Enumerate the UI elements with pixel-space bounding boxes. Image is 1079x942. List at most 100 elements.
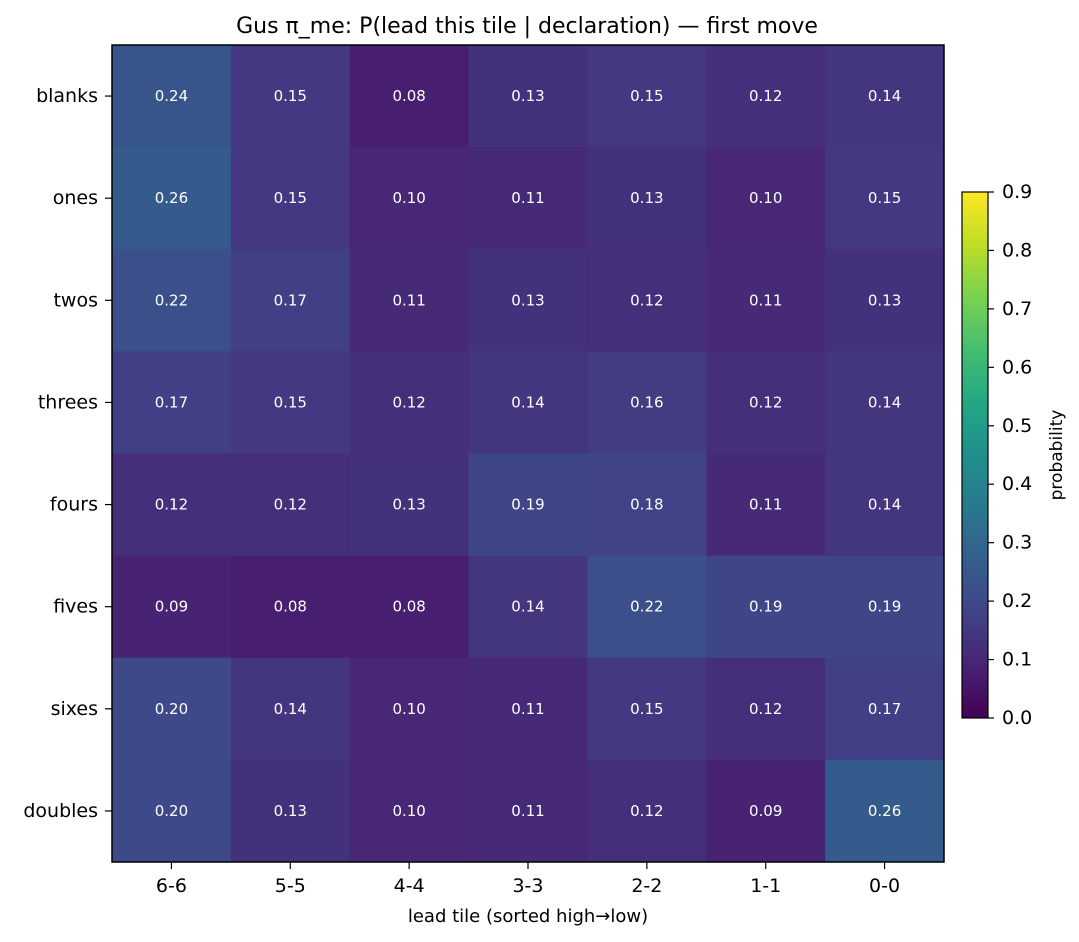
cell-value-label: 0.15 <box>868 189 901 207</box>
heatmap-cell <box>706 657 826 761</box>
heatmap-cell <box>112 657 232 761</box>
cell-value-label: 0.19 <box>511 496 544 514</box>
cell-value-label: 0.16 <box>630 393 663 411</box>
heatmap-cell <box>468 657 588 761</box>
heatmap-cell <box>825 555 945 659</box>
cell-value-label: 0.13 <box>868 291 901 309</box>
y-axis: blanks ones twos threes fours fives sixes doubl… <box>23 85 112 822</box>
x-tick-label: 4-4 <box>394 875 425 897</box>
cell-value-label: 0.17 <box>155 393 188 411</box>
cell-value-label: 0.11 <box>749 496 782 514</box>
heatmap-cell <box>587 45 707 148</box>
x-tick-label: 3-3 <box>512 875 543 897</box>
y-tick-label: blanks <box>36 85 98 107</box>
colorbar-tick-label: 0.2 <box>1002 590 1032 612</box>
heatmap-cell <box>825 759 945 863</box>
cell-value-label: 0.12 <box>749 393 782 411</box>
cell-value-label: 0.10 <box>749 189 782 207</box>
cell-value-label: 0.13 <box>511 291 544 309</box>
cell-value-label: 0.12 <box>155 496 188 514</box>
cell-value-label: 0.14 <box>868 496 901 514</box>
colorbar-gradient <box>961 191 989 719</box>
heatmap-cell <box>230 759 351 863</box>
heatmap-cell <box>349 555 470 659</box>
x-tick-label: 1-1 <box>750 875 781 897</box>
heatmap-cell <box>112 351 232 454</box>
cell-value-label: 0.18 <box>630 496 663 514</box>
cell-value-label: 0.13 <box>274 802 307 820</box>
colorbar-tick-label: 0.5 <box>1002 415 1032 437</box>
cell-value-label: 0.09 <box>155 598 188 616</box>
colorbar-tick-label: 0.0 <box>1002 707 1032 729</box>
x-tick-label: 5-5 <box>275 875 306 897</box>
heatmap-cell <box>825 249 945 352</box>
heatmap-cell <box>349 45 470 148</box>
cell-value-label: 0.15 <box>274 87 307 105</box>
heatmap-cell <box>825 147 945 250</box>
y-tick-label: doubles <box>23 800 98 822</box>
heatmap-cell <box>587 453 707 557</box>
heatmap-cell <box>706 147 826 250</box>
cell-value-label: 0.11 <box>511 700 544 718</box>
heatmap-cell <box>587 657 707 761</box>
cell-value-label: 0.15 <box>274 189 307 207</box>
heatmap-cell <box>349 759 470 863</box>
heatmap-cell <box>706 453 826 557</box>
cell-value-label: 0.14 <box>511 598 544 616</box>
cell-value-label: 0.11 <box>511 802 544 820</box>
x-axis: 6-6 5-5 4-4 3-3 2-2 1-1 0-0 <box>156 862 900 897</box>
cell-value-label: 0.15 <box>274 393 307 411</box>
heatmap-cell <box>706 759 826 863</box>
colorbar-tick-label: 0.6 <box>1002 356 1032 378</box>
cell-value-label: 0.08 <box>392 87 425 105</box>
heatmap-cell <box>706 555 826 659</box>
heatmap-cell <box>112 45 232 148</box>
cell-value-label: 0.11 <box>749 291 782 309</box>
x-tick-label: 2-2 <box>631 875 662 897</box>
cell-value-label: 0.12 <box>749 87 782 105</box>
y-tick-label: twos <box>53 289 98 311</box>
heatmap-cell <box>468 147 588 250</box>
heatmap-cell <box>349 147 470 250</box>
cell-value-label: 0.11 <box>511 189 544 207</box>
heatmap-cell <box>230 147 351 250</box>
heatmap-cell <box>587 555 707 659</box>
heatmap-cell <box>349 657 470 761</box>
heatmap-cell <box>349 249 470 352</box>
cell-value-label: 0.22 <box>155 291 188 309</box>
cell-value-labels: 0.24 0.15 0.08 0.13 0.15 0.12 0.14 0.26 0.15 0.10… <box>155 87 902 820</box>
heatmap-cell <box>587 351 707 454</box>
heatmap-cell <box>468 351 588 454</box>
y-tick-label: threes <box>38 391 98 413</box>
heatmap-cell <box>587 249 707 352</box>
heatmap-cell <box>468 249 588 352</box>
heatmap-cell <box>230 657 351 761</box>
heatmap-cell <box>825 351 945 454</box>
heatmap-cell <box>112 453 232 557</box>
cell-value-label: 0.12 <box>392 393 425 411</box>
cell-value-label: 0.12 <box>630 291 663 309</box>
heatmap-cell <box>706 351 826 454</box>
cell-value-label: 0.14 <box>868 393 901 411</box>
heatmap-cell <box>112 759 232 863</box>
heatmap-cell <box>230 555 351 659</box>
cell-value-label: 0.13 <box>511 87 544 105</box>
heatmap-cell <box>468 453 588 557</box>
cell-value-label: 0.20 <box>155 802 188 820</box>
heatmap-cell <box>349 453 470 557</box>
colorbar-tick-label: 0.3 <box>1002 532 1032 554</box>
heatmap-cell <box>112 249 232 352</box>
chart-title: Gus π_me: P(lead this tile | declaration… <box>236 14 818 39</box>
heatmap-cell <box>587 759 707 863</box>
cell-value-label: 0.22 <box>630 598 663 616</box>
heatmap-cell <box>825 45 945 148</box>
heatmap-cell <box>349 351 470 454</box>
cell-value-label: 0.14 <box>868 87 901 105</box>
heatmap-cell <box>230 249 351 352</box>
cell-value-label: 0.12 <box>274 496 307 514</box>
heatmap-cell <box>706 249 826 352</box>
y-tick-label: ones <box>53 187 98 209</box>
colorbar: 0.0 0.1 0.2 0.3 0.4 0.5 0.6 0.7 0.8 0.9 probabilit… <box>961 181 1067 729</box>
cell-value-label: 0.17 <box>274 291 307 309</box>
